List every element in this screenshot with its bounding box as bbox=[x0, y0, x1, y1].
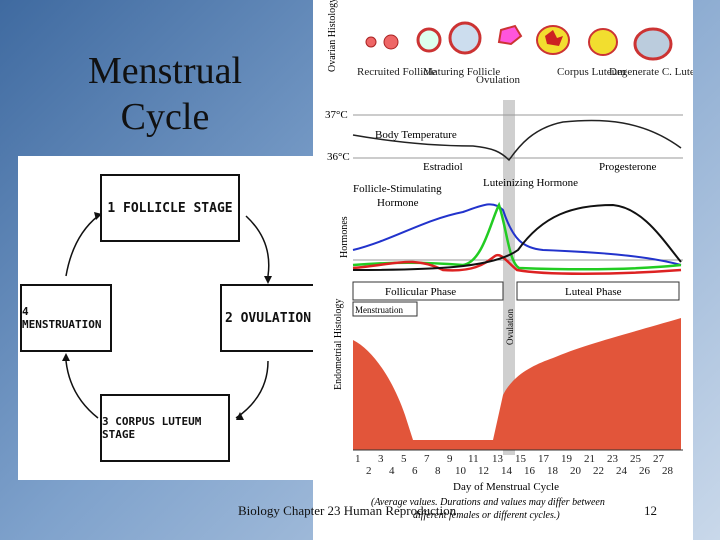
svg-text:8: 8 bbox=[435, 465, 441, 477]
svg-text:4: 4 bbox=[389, 465, 395, 477]
temp-high-label: 37°C bbox=[325, 109, 348, 121]
svg-text:22: 22 bbox=[593, 465, 604, 477]
svg-text:2: 2 bbox=[366, 465, 372, 477]
svg-text:26: 26 bbox=[639, 465, 651, 477]
svg-text:17: 17 bbox=[538, 453, 550, 465]
menstruation-bar bbox=[352, 301, 418, 317]
endometrial-label: Endometrial Histology bbox=[333, 299, 344, 390]
svg-text:19: 19 bbox=[561, 453, 573, 465]
follicular-phase-label: Follicular Phase bbox=[385, 286, 456, 298]
estradiol-curve bbox=[352, 253, 682, 275]
progesterone-label: Progesterone bbox=[599, 161, 657, 173]
ovarian-stage-4: Degenerate C. Luteum bbox=[609, 66, 693, 78]
body-temp-line bbox=[352, 119, 682, 162]
svg-text:7: 7 bbox=[424, 453, 430, 465]
svg-text:24: 24 bbox=[616, 465, 628, 477]
follicular-phase-bar bbox=[352, 281, 504, 301]
stage-menstruation-label: 4 MENSTRUATION bbox=[22, 305, 102, 331]
note-line-1: (Average values. Durations and values ma… bbox=[371, 497, 605, 508]
figure-svg: Ovarian Histology Recruited Follicle Mat… bbox=[325, 0, 693, 521]
lh-label: Luteinizing Hormone bbox=[483, 177, 578, 189]
ovarian-stage-labels: Recruited Follicle Maturing Follicle Ovu… bbox=[357, 66, 693, 86]
fsh-label-1: Follicle-Stimulating bbox=[353, 183, 442, 195]
stage-corpus-luteum: 3 CORPUS LUTEUM STAGE bbox=[100, 394, 230, 462]
ovarian-stage-3: Corpus Luteum bbox=[557, 66, 626, 78]
stage-corpus-luteum-label: 3 CORPUS LUTEUM STAGE bbox=[102, 415, 202, 441]
stage-follicle: 1 FOLLICLE STAGE bbox=[100, 174, 240, 242]
ovarian-stage-1: Maturing Follicle bbox=[423, 66, 500, 78]
svg-text:9: 9 bbox=[447, 453, 453, 465]
ovarian-stage-2: Ovulation bbox=[476, 74, 520, 86]
fsh-label-2: Hormone bbox=[377, 197, 419, 209]
stage-menstruation: 4 MENSTRUATION bbox=[20, 284, 112, 352]
svg-text:21: 21 bbox=[584, 453, 595, 465]
svg-text:3: 3 bbox=[378, 453, 384, 465]
estradiol-label: Estradiol bbox=[423, 161, 463, 173]
fsh-curve bbox=[352, 203, 682, 266]
svg-text:25: 25 bbox=[630, 453, 642, 465]
svg-text:18: 18 bbox=[547, 465, 559, 477]
svg-text:6: 6 bbox=[412, 465, 418, 477]
svg-text:10: 10 bbox=[455, 465, 467, 477]
svg-text:11: 11 bbox=[468, 453, 479, 465]
ovarian-label: Ovarian Histology bbox=[327, 0, 338, 72]
stage-ovulation: 2 OVULATION bbox=[220, 284, 316, 352]
arrow-1-2 bbox=[245, 215, 270, 277]
temp-low-label: 36°C bbox=[327, 151, 350, 163]
svg-text:13: 13 bbox=[492, 453, 504, 465]
arrow-3-4 bbox=[65, 360, 99, 419]
menstruation-label: Menstruation bbox=[355, 305, 403, 315]
svg-text:23: 23 bbox=[607, 453, 619, 465]
ovarian-icons bbox=[365, 21, 673, 61]
luteal-phase-label: Luteal Phase bbox=[565, 286, 622, 298]
slide-title: Menstrual Cycle bbox=[60, 48, 270, 140]
title-line-2: Cycle bbox=[120, 96, 210, 138]
footer-text: Biology Chapter 23 Human Reproduction bbox=[238, 503, 457, 518]
body-temp-label: Body Temperature bbox=[375, 129, 457, 141]
note-line-2: different females or different cycles.) bbox=[413, 510, 560, 521]
arrow-4-1 bbox=[65, 215, 99, 277]
endometrium-shape bbox=[353, 318, 681, 450]
progesterone-curve bbox=[352, 203, 682, 271]
svg-text:20: 20 bbox=[570, 465, 582, 477]
xaxis-label: Day of Menstrual Cycle bbox=[453, 481, 559, 493]
menstrual-cycle-figure: Ovarian Histology Recruited Follicle Mat… bbox=[313, 0, 693, 540]
title-line-1: Menstrual bbox=[87, 50, 243, 92]
svg-text:28: 28 bbox=[662, 465, 674, 477]
cycle-arrows bbox=[62, 212, 272, 420]
svg-text:1: 1 bbox=[355, 453, 361, 465]
ovulation-label: Ovulation bbox=[505, 309, 515, 345]
svg-text:27: 27 bbox=[653, 453, 665, 465]
cycle-diagram: 1 FOLLICLE STAGE 2 OVULATION 3 CORPUS LU… bbox=[18, 156, 318, 480]
svg-text:12: 12 bbox=[478, 465, 489, 477]
svg-text:15: 15 bbox=[515, 453, 527, 465]
ovarian-stage-0: Recruited Follicle bbox=[357, 66, 436, 78]
hormones-label: Hormones bbox=[339, 216, 350, 258]
svg-text:14: 14 bbox=[501, 465, 513, 477]
stage-ovulation-label: 2 OVULATION bbox=[224, 310, 312, 326]
ovulation-band bbox=[503, 100, 515, 455]
stage-follicle-label: 1 FOLLICLE STAGE bbox=[107, 200, 233, 216]
page-number: 12 bbox=[644, 503, 657, 518]
luteal-phase-bar bbox=[516, 281, 680, 301]
arrow-2-3 bbox=[235, 360, 269, 419]
svg-text:16: 16 bbox=[524, 465, 536, 477]
svg-text:5: 5 bbox=[401, 453, 407, 465]
